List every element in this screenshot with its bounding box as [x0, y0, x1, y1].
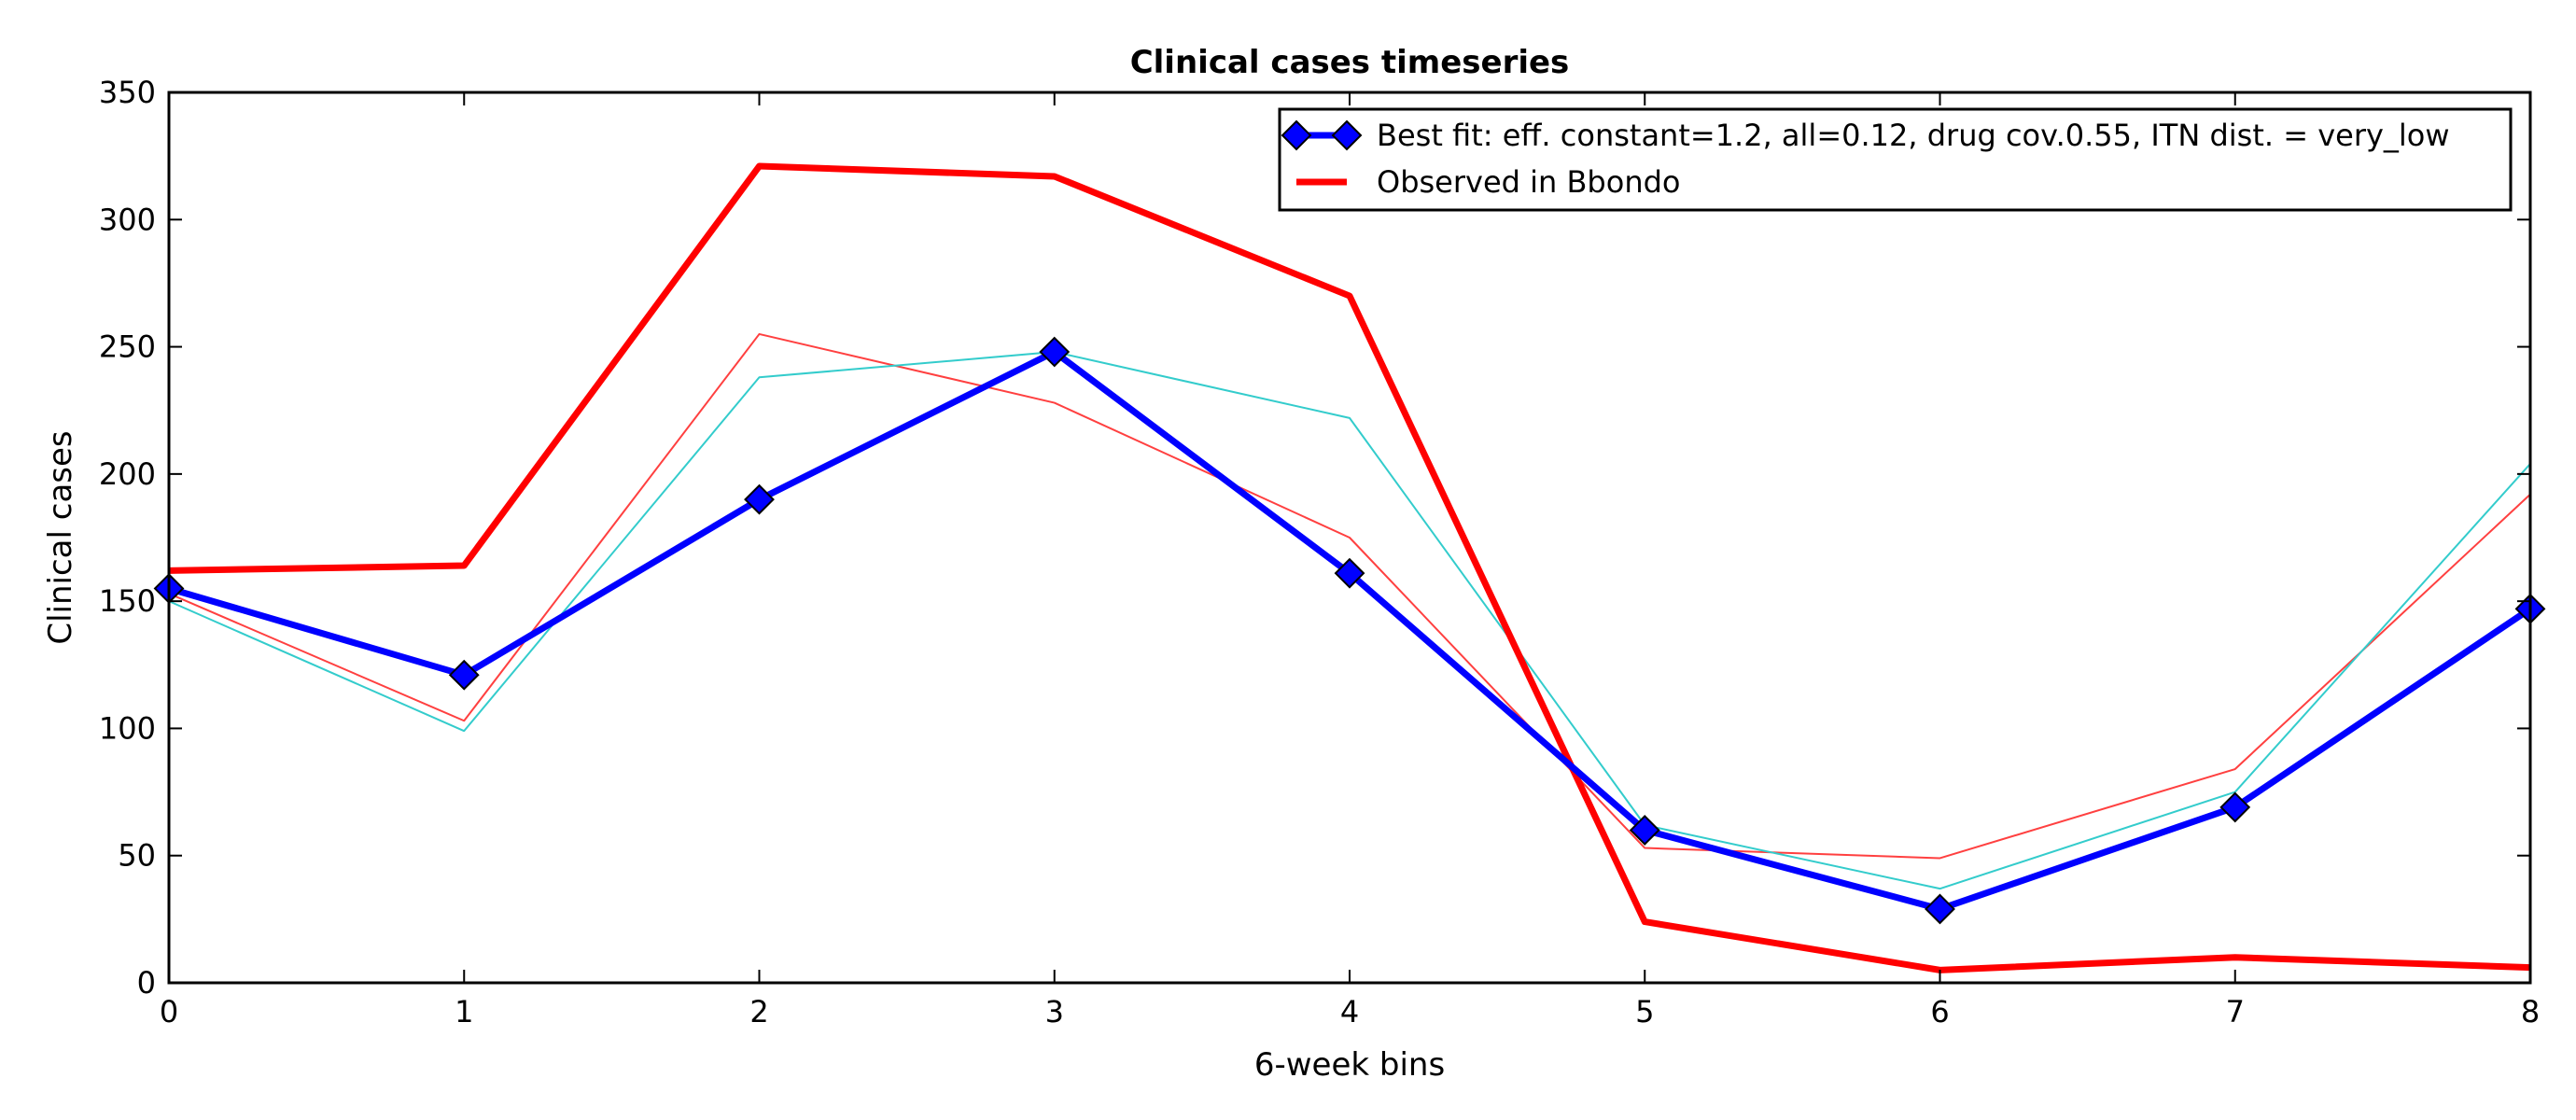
series-line — [168, 348, 2532, 913]
x-tick-label: 7 — [2226, 994, 2245, 1029]
y-tick-label: 100 — [99, 710, 156, 746]
y-tick-label: 200 — [99, 456, 156, 492]
legend-marker — [1331, 119, 1363, 151]
data-point — [1925, 893, 1955, 925]
series-2 — [168, 332, 2531, 860]
x-tick-label: 8 — [2521, 994, 2540, 1029]
series-line — [168, 332, 2531, 860]
data-point — [448, 659, 480, 691]
series-1 — [168, 162, 2531, 973]
data-point — [1629, 815, 1660, 846]
series-3 — [168, 351, 2531, 890]
x-axis-label: 6-week bins — [1254, 1046, 1445, 1084]
x-tick-label: 5 — [1635, 994, 1654, 1029]
x-tick-label: 3 — [1045, 994, 1064, 1029]
x-tick-label: 4 — [1340, 994, 1359, 1029]
x-tick-label: 1 — [455, 994, 473, 1029]
y-tick-label: 300 — [99, 202, 156, 237]
y-tick-label: 50 — [118, 838, 156, 874]
legend-label: Observed in Bbondo — [1377, 164, 1680, 200]
y-tick-label: 0 — [137, 965, 156, 1001]
legend-marker — [1281, 119, 1312, 151]
series-line — [168, 351, 2531, 890]
x-tick-label: 6 — [1930, 994, 1949, 1029]
legend-label: Best fit: eff. constant=1.2, all=0.12, d… — [1377, 118, 2450, 153]
x-tick-label: 2 — [749, 994, 768, 1029]
y-tick-label: 250 — [99, 329, 156, 365]
y-axis-label: Clinical cases — [42, 430, 79, 644]
series-0 — [153, 336, 2546, 925]
series-line — [168, 162, 2531, 973]
data-point — [744, 483, 775, 515]
y-tick-label: 150 — [99, 583, 156, 619]
data-point — [1039, 336, 1071, 368]
chart-title: Clinical cases timeseries — [1130, 44, 1570, 81]
ticks-layer: 0 1 2 3 4 5 6 7 8 0 50 100 150 200 250 300 350 — [99, 75, 2540, 1029]
y-tick-label: 350 — [99, 75, 156, 110]
data-point — [1334, 557, 1365, 589]
legend: Best fit: eff. constant=1.2, all=0.12, d… — [1278, 107, 2513, 212]
data-point — [2219, 791, 2251, 823]
plot-frame — [167, 91, 2532, 985]
x-tick-label: 0 — [160, 994, 178, 1029]
series-layer — [153, 162, 2546, 973]
legend-box — [1278, 107, 2513, 212]
